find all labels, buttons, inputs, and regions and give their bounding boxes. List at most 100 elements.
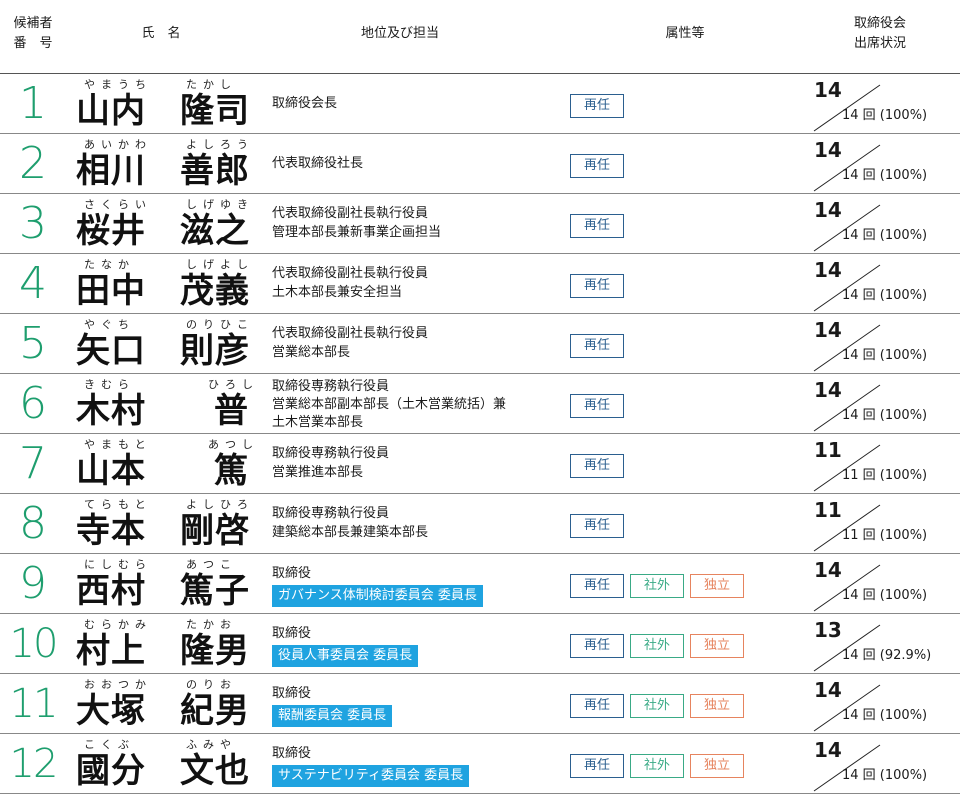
badge-independent: 独立 [690,574,744,598]
position-line: 取締役 [272,566,312,581]
fraction-slash [813,264,881,312]
row-divider [0,133,960,134]
given-name: 文也 [180,751,250,791]
attended-count: 14 [814,378,842,402]
position-text: 取締役専務執行役員 営業総本部副本部長（土木営業統括）兼 土木営業本部長 [272,378,506,432]
header-attendance-line1: 取締役会 [853,16,906,31]
committee-chair-label: 役員人事委員会 委員長 [272,645,419,667]
fraction-slash [813,84,881,132]
attendance-total: 14 回 (100%) [842,168,928,183]
given-name-ruby: のりお [186,678,237,691]
position-text: 取締役報酬委員会 委員長 [272,684,393,727]
header-position: 地位及び担当 [360,26,439,41]
badge-outside: 社外 [630,694,684,718]
table-row: 4 たなか 田中 しげよし 茂義 代表取締役副社長執行役員 土木本部長兼安全担当 再任 14 14… [0,255,960,315]
badge-reappoint: 再任 [570,454,624,478]
position-text: 取締役専務執行役員 建築総本部長兼建築本部長 [272,504,428,542]
candidate-number: 3 [19,198,47,249]
table-row: 11 おおつか 大塚 のりお 紀男 取締役 報酬委員会 委員長 再任 社外 独立 14 14 回 (1… [0,675,960,735]
position-text: 取締役役員人事委員会 委員長 [272,624,419,667]
given-name: 剛啓 [180,511,250,551]
position-line: 代表取締役社長 [272,156,364,171]
position-text: 代表取締役副社長執行役員 管理本部長兼新事業企画担当 [272,204,441,242]
badge-outside: 社外 [630,574,684,598]
header-attributes: 属性等 [665,26,705,41]
surname: 桜井 [76,211,146,251]
attended-count: 14 [814,78,842,102]
surname: 西村 [76,571,146,611]
attendance-total: 14 回 (100%) [842,228,928,243]
attendance-total: 14 回 (100%) [842,348,928,363]
row-divider [0,733,960,734]
row-divider [0,373,960,374]
badge-independent: 独立 [690,634,744,658]
surname-ruby: さくらい [84,198,152,211]
badge-reappoint: 再任 [570,754,624,778]
attended-count: 14 [814,198,842,222]
given-name: 善郎 [180,151,250,191]
fraction-slash [813,564,881,612]
position-line: 代表取締役副社長執行役員 [272,266,429,281]
attended-count: 13 [814,618,842,642]
header-attendance-line2: 出席状況 [853,36,906,51]
candidate-number: 4 [19,258,47,309]
attendance-total: 14 回 (100%) [842,708,928,723]
fraction-slash [813,144,881,192]
attended-count: 14 [814,138,842,162]
committee-wrap: 役員人事委員会 委員長 [272,643,419,667]
position-text: 取締役専務執行役員 営業推進本部長 [272,444,389,482]
attended-count: 14 [814,558,842,582]
candidate-number: 12 [9,741,59,787]
attended-count: 14 [814,258,842,282]
candidate-number: 2 [19,138,47,189]
fraction-slash [813,624,881,672]
badge-outside: 社外 [630,754,684,778]
row-divider [0,253,960,254]
candidate-number: 11 [9,681,59,727]
surname: 相川 [76,151,146,191]
badge-reappoint: 再任 [570,574,624,598]
surname-ruby: てらもと [84,498,152,511]
badge-reappoint: 再任 [570,394,624,418]
attended-count: 11 [814,498,842,522]
header-name: 氏 名 [141,26,181,41]
attendance-total: 14 回 (92.9%) [842,648,932,663]
candidate-number: 8 [19,498,47,549]
surname-ruby: やまうち [84,78,152,91]
committee-chair-label: 報酬委員会 委員長 [272,705,393,727]
position-text: 代表取締役副社長執行役員 営業総本部長 [272,324,428,362]
position-text: 取締役会長 [272,94,337,113]
surname: 寺本 [76,511,146,551]
given-name: 篤子 [180,571,250,611]
position-line: 営業総本部副本部長（土木営業統括）兼 [272,397,507,412]
position-line: 取締役 [272,626,312,641]
row-divider [0,613,960,614]
position-line: 土木営業本部長 [272,415,364,430]
attendance-total: 14 回 (100%) [842,108,928,123]
attendance-total: 14 回 (100%) [842,768,928,783]
badge-reappoint: 再任 [570,154,624,178]
given-name-ruby: たかし [186,78,237,91]
candidate-number: 6 [19,378,47,429]
committee-wrap: サステナビリティ委員会 委員長 [272,763,470,787]
committee-wrap: 報酬委員会 委員長 [272,703,393,727]
attended-count: 14 [814,678,842,702]
given-name: 滋之 [180,211,250,251]
candidate-number: 9 [19,558,47,609]
position-line: 建築総本部長兼建築本部長 [272,525,429,540]
surname-ruby: にしむら [84,558,152,571]
given-name: 普 [214,391,249,431]
row-divider [0,553,960,554]
position-line: 取締役 [272,686,312,701]
given-name-ruby: しげゆき [186,198,254,211]
header-candidate-no-line1: 候補者 [13,16,53,31]
position-line: 代表取締役副社長執行役員 [272,326,429,341]
badge-independent: 独立 [690,754,744,778]
surname-ruby: こくぶ [84,738,135,751]
row-divider [0,673,960,674]
attendance-total: 11 回 (100%) [842,468,928,483]
table-header: 候補者 番 号 氏 名 地位及び担当 属性等 取締役会 出席状況 [0,0,960,74]
row-divider [0,313,960,314]
row-divider [0,493,960,494]
badge-reappoint: 再任 [570,274,624,298]
